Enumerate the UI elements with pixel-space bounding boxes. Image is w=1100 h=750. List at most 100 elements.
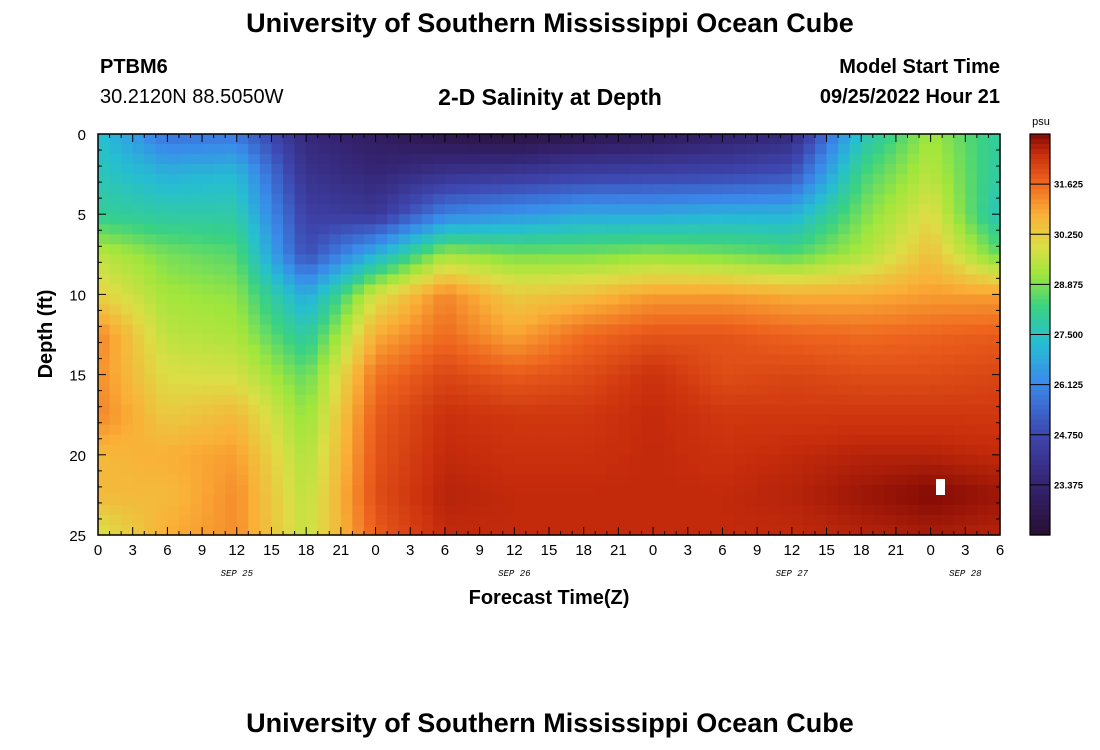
heatmap-cell	[537, 524, 550, 536]
heatmap-cell	[826, 494, 839, 506]
heatmap-cell	[479, 504, 492, 516]
heatmap-cell	[687, 404, 700, 416]
heatmap-cell	[491, 434, 504, 446]
heatmap-cell	[606, 274, 619, 285]
heatmap-cell	[676, 294, 689, 306]
heatmap-cell	[838, 154, 851, 165]
heatmap-cell	[664, 494, 677, 506]
heatmap-cell	[849, 484, 862, 496]
heatmap-cell	[549, 354, 562, 366]
heatmap-cell	[757, 404, 770, 416]
heatmap-cell	[560, 474, 573, 486]
heatmap-cell	[722, 234, 735, 245]
heatmap-cell	[953, 514, 966, 526]
heatmap-cell	[363, 334, 377, 346]
heatmap-cell	[537, 514, 550, 526]
heatmap-cell	[225, 494, 238, 506]
heatmap-cell	[190, 294, 203, 306]
heatmap-cell	[329, 134, 342, 145]
heatmap-cell	[849, 294, 862, 306]
heatmap-cell	[468, 344, 481, 356]
heatmap-cell	[294, 354, 307, 366]
heatmap-cell	[317, 174, 330, 185]
heatmap-cell	[606, 234, 619, 245]
heatmap-cell	[479, 444, 492, 456]
heatmap-cell	[560, 214, 573, 225]
heatmap-cell	[664, 374, 677, 386]
colorbar-segment	[1030, 284, 1050, 290]
heatmap-cell	[872, 214, 885, 225]
heatmap-cell	[387, 444, 400, 456]
heatmap-cell	[884, 134, 897, 145]
heatmap-cell	[502, 354, 515, 366]
heatmap-cell	[225, 154, 238, 165]
heatmap-cell	[225, 274, 238, 285]
heatmap-cell	[213, 424, 226, 436]
heatmap-cell	[780, 214, 793, 225]
heatmap-cell	[676, 424, 689, 436]
heatmap-cell	[433, 374, 446, 386]
heatmap-cell	[919, 294, 932, 306]
heatmap-cell	[803, 334, 816, 346]
heatmap-cell	[965, 144, 978, 155]
heatmap-cell	[398, 294, 411, 306]
heatmap-cell	[710, 144, 724, 155]
heatmap-cell	[259, 244, 273, 255]
heatmap-cell	[155, 484, 168, 496]
heatmap-cell	[595, 284, 608, 296]
heatmap-cell	[421, 434, 434, 446]
heatmap-cell	[132, 244, 145, 255]
heatmap-cell	[872, 184, 885, 195]
heatmap-cell	[433, 154, 446, 165]
heatmap-cell	[525, 524, 539, 536]
heatmap-cell	[468, 304, 481, 316]
heatmap-cell	[363, 254, 377, 265]
heatmap-cell	[155, 444, 168, 456]
heatmap-cell	[710, 484, 724, 496]
heatmap-cell	[259, 354, 273, 366]
heatmap-cell	[98, 484, 111, 496]
heatmap-cell	[514, 474, 527, 486]
heatmap-cell	[710, 514, 724, 526]
heatmap-cell	[976, 244, 990, 255]
heatmap-cell	[340, 304, 354, 316]
heatmap-cell	[895, 154, 909, 165]
heatmap-cell	[306, 384, 319, 396]
heatmap-cell	[872, 334, 885, 346]
heatmap-cell	[629, 364, 643, 376]
heatmap-cell	[213, 374, 226, 386]
heatmap-cell	[155, 174, 168, 185]
heatmap-cell	[895, 324, 909, 336]
heatmap-cell	[768, 354, 781, 366]
heatmap-cell	[375, 384, 388, 396]
heatmap-cell	[132, 364, 145, 376]
heatmap-cell	[317, 514, 330, 526]
heatmap-cell	[861, 434, 874, 446]
axes: 0 3 6 9 12 15 18 21 0 3 6 9 12 15 18 21 0 3 6 9 12 15 18 21 0 3 6S…	[69, 127, 1004, 579]
heatmap-cell	[202, 174, 215, 185]
heatmap-cell	[629, 334, 643, 346]
heatmap-cell	[375, 334, 388, 346]
heatmap-cell	[479, 494, 492, 506]
heatmap-cell	[410, 224, 423, 235]
heatmap-cell	[121, 494, 134, 506]
heatmap-cell	[236, 394, 249, 406]
heatmap-cell	[907, 344, 920, 356]
heatmap-cell	[803, 224, 816, 235]
heatmap-cell	[525, 214, 539, 225]
heatmap-cell	[791, 134, 805, 145]
heatmap-cell	[306, 184, 319, 195]
heatmap-cell	[317, 384, 330, 396]
heatmap-cell	[202, 414, 215, 426]
heatmap-cell	[710, 324, 724, 336]
heatmap-cell	[641, 494, 654, 506]
heatmap-cell	[583, 134, 596, 145]
heatmap-cell	[768, 204, 781, 215]
heatmap-cell	[456, 484, 469, 496]
heatmap-cell	[618, 424, 631, 436]
heatmap-cell	[757, 344, 770, 356]
heatmap-cell	[549, 474, 562, 486]
heatmap-cell	[167, 184, 180, 195]
colorbar-segment	[1030, 364, 1050, 371]
heatmap-cell	[259, 224, 273, 235]
